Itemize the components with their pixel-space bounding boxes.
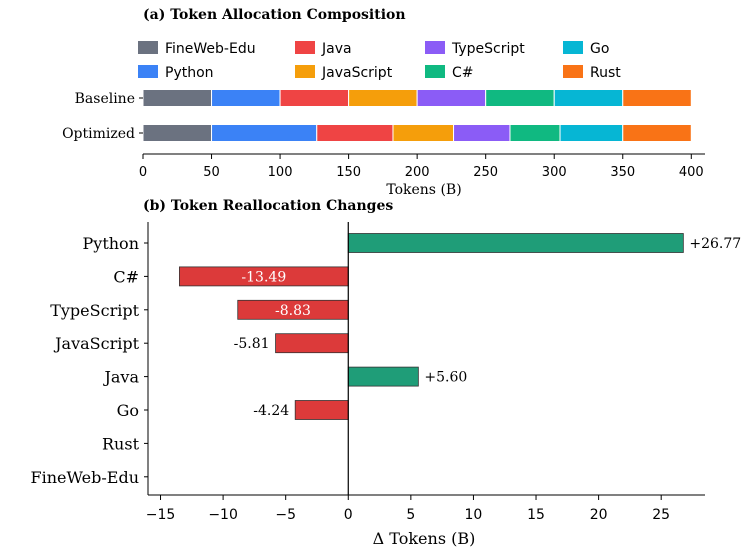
category-label-csharp: C# bbox=[113, 267, 139, 286]
legend-swatch-java bbox=[295, 41, 315, 54]
value-label-csharp: -13.49 bbox=[241, 269, 286, 285]
y-categories-b: Python C# TypeScript JavaScript Java Go Rust Fi… bbox=[31, 234, 148, 487]
bar-segment-baseline-fineweb-edu bbox=[142, 89, 213, 107]
x-tick-label-b-8: 25 bbox=[652, 507, 670, 523]
x-tick-label-b-1: −10 bbox=[208, 507, 238, 523]
x-axis-label-b: Δ Tokens (B) bbox=[373, 529, 476, 548]
legend-label-rust: Rust bbox=[590, 65, 621, 81]
x-tick-label-a-350: 350 bbox=[610, 165, 635, 180]
bar-segment-baseline-csharp bbox=[485, 89, 555, 107]
panel-a-title: (a) Token Allocation Composition bbox=[143, 7, 406, 23]
x-tick-label-a-200: 200 bbox=[405, 165, 430, 180]
x-tick-label-a-100: 100 bbox=[268, 165, 293, 180]
category-label-rust: Rust bbox=[102, 434, 140, 453]
category-label-optimized: Optimized bbox=[62, 126, 135, 142]
legend-swatch-python bbox=[138, 65, 158, 78]
category-label-go: Go bbox=[117, 401, 139, 420]
x-tick-label-a-250: 250 bbox=[473, 165, 498, 180]
legend-label-typescript: TypeScript bbox=[451, 41, 525, 57]
bar-segment-optimized-go bbox=[559, 124, 624, 142]
panel-b-title: (b) Token Reallocation Changes bbox=[143, 198, 393, 214]
bar-segment-baseline-go bbox=[553, 89, 624, 107]
value-label-python: +26.77 bbox=[689, 236, 741, 252]
x-tick-label-b-7: 20 bbox=[590, 507, 608, 523]
stacked-bars bbox=[142, 89, 692, 142]
x-tick-label-a-150: 150 bbox=[336, 165, 361, 180]
bar-segment-baseline-javascript bbox=[348, 89, 418, 107]
category-label-baseline: Baseline bbox=[75, 91, 135, 107]
x-tick-label-a-300: 300 bbox=[542, 165, 567, 180]
category-label-typescript: TypeScript bbox=[50, 301, 139, 320]
x-tick-label-b-4: 5 bbox=[406, 507, 415, 523]
legend-label-fineweb-edu: FineWeb-Edu bbox=[165, 41, 256, 57]
x-tick-label-b-2: −5 bbox=[275, 507, 296, 523]
legend-swatch-typescript bbox=[425, 41, 445, 54]
bar-segment-optimized-rust bbox=[622, 124, 692, 142]
x-tick-label-b-5: 10 bbox=[465, 507, 483, 523]
value-label-typescript: -8.83 bbox=[275, 303, 311, 319]
y-categories-a: Baseline Optimized bbox=[62, 91, 143, 142]
legend-swatch-rust bbox=[563, 65, 583, 78]
x-tick-label-b-3: 0 bbox=[344, 507, 353, 523]
bar-segment-optimized-python bbox=[211, 124, 318, 142]
bar-segment-optimized-typescript bbox=[453, 124, 511, 142]
x-ticks-b: −15 −10 −5 0 5 10 15 20 25 bbox=[146, 495, 670, 523]
delta-bar-java bbox=[347, 366, 419, 387]
delta-bars bbox=[179, 233, 684, 420]
category-label-javascript: JavaScript bbox=[53, 334, 139, 353]
legend-label-go: Go bbox=[590, 41, 609, 57]
bar-segment-baseline-rust bbox=[622, 89, 692, 107]
category-label-java: Java bbox=[102, 368, 139, 387]
delta-bar-python bbox=[347, 233, 684, 253]
bar-segment-optimized-fineweb-edu bbox=[142, 124, 213, 142]
legend: FineWeb-Edu Java TypeScript Go Python JavaScr… bbox=[138, 41, 621, 81]
panel-b-reallocation: (b) Token Reallocation Changes −15 −10 −5 0… bbox=[31, 198, 742, 548]
x-tick-label-a-0: 0 bbox=[139, 165, 147, 180]
legend-label-csharp: C# bbox=[452, 65, 474, 81]
legend-swatch-csharp bbox=[425, 65, 445, 78]
category-label-fineweb-edu: FineWeb-Edu bbox=[31, 468, 139, 487]
x-ticks-a: 0 50 100 150 200 250 300 350 400 bbox=[139, 154, 704, 180]
category-label-python: Python bbox=[83, 234, 139, 253]
bar-segment-optimized-java bbox=[316, 124, 394, 142]
value-labels: +26.77 -13.49 -8.83 -5.81 +5.60 -4.24 bbox=[234, 236, 742, 419]
bar-segment-baseline-typescript bbox=[416, 89, 487, 107]
legend-swatch-go bbox=[563, 41, 583, 54]
legend-label-java: Java bbox=[321, 41, 352, 57]
bar-segment-optimized-javascript bbox=[392, 124, 455, 142]
bar-segment-baseline-java bbox=[279, 89, 350, 107]
bar-segment-optimized-csharp bbox=[509, 124, 561, 142]
legend-swatch-javascript bbox=[295, 65, 315, 78]
x-axis-label-a: Tokens (B) bbox=[386, 182, 461, 198]
x-tick-label-a-400: 400 bbox=[679, 165, 704, 180]
panel-a-allocation: (a) Token Allocation Composition FineWeb… bbox=[62, 7, 705, 198]
x-tick-label-b-0: −15 bbox=[146, 507, 176, 523]
value-label-go: -4.24 bbox=[253, 403, 289, 419]
legend-swatch-fineweb-edu bbox=[138, 41, 158, 54]
legend-label-javascript: JavaScript bbox=[321, 65, 393, 81]
delta-bar-javascript bbox=[275, 333, 349, 354]
value-label-java: +5.60 bbox=[424, 370, 467, 386]
bar-segment-baseline-python bbox=[211, 89, 281, 107]
x-tick-label-b-6: 15 bbox=[527, 507, 545, 523]
legend-label-python: Python bbox=[165, 65, 214, 81]
delta-bar-go bbox=[294, 400, 349, 420]
x-tick-label-a-50: 50 bbox=[203, 165, 220, 180]
value-label-javascript: -5.81 bbox=[234, 336, 270, 352]
